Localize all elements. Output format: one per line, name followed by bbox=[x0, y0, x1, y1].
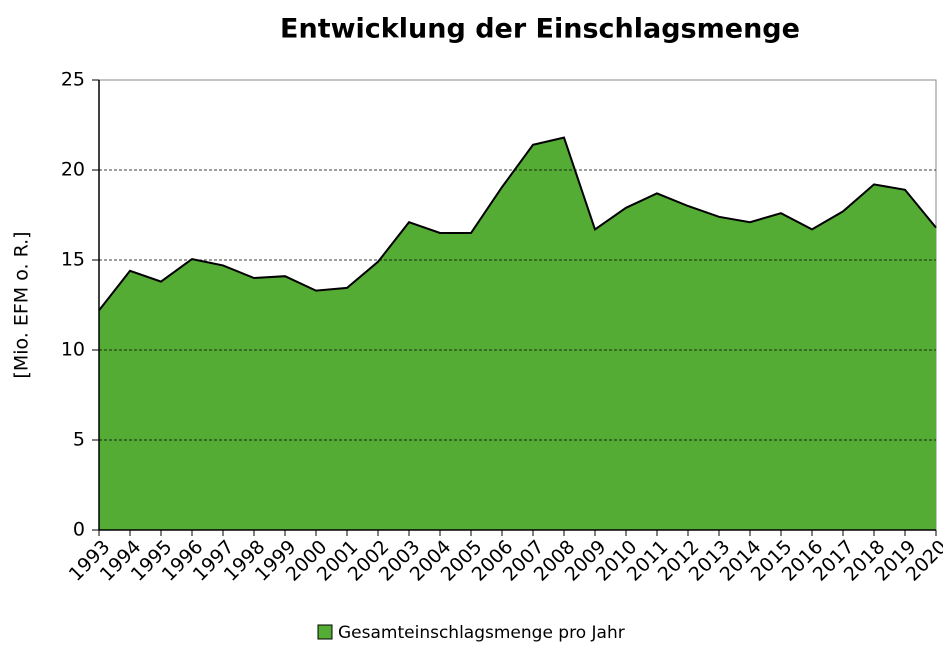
y-axis-label: [Mio. EFM o. R.] bbox=[11, 231, 33, 378]
y-tick-label: 25 bbox=[61, 69, 85, 91]
chart-title: Entwicklung der Einschlagsmenge bbox=[280, 14, 800, 45]
y-tick-label: 5 bbox=[73, 429, 85, 451]
y-tick-label: 15 bbox=[61, 249, 85, 271]
y-tick-label: 0 bbox=[73, 519, 85, 541]
y-tick-label: 10 bbox=[61, 339, 85, 361]
area-fill bbox=[99, 137, 936, 530]
y-tick-label: 20 bbox=[61, 159, 85, 181]
legend-label: Gesamteinschlagsmenge pro Jahr bbox=[338, 623, 625, 643]
legend-swatch bbox=[317, 624, 333, 640]
area-outline bbox=[98, 136, 937, 312]
